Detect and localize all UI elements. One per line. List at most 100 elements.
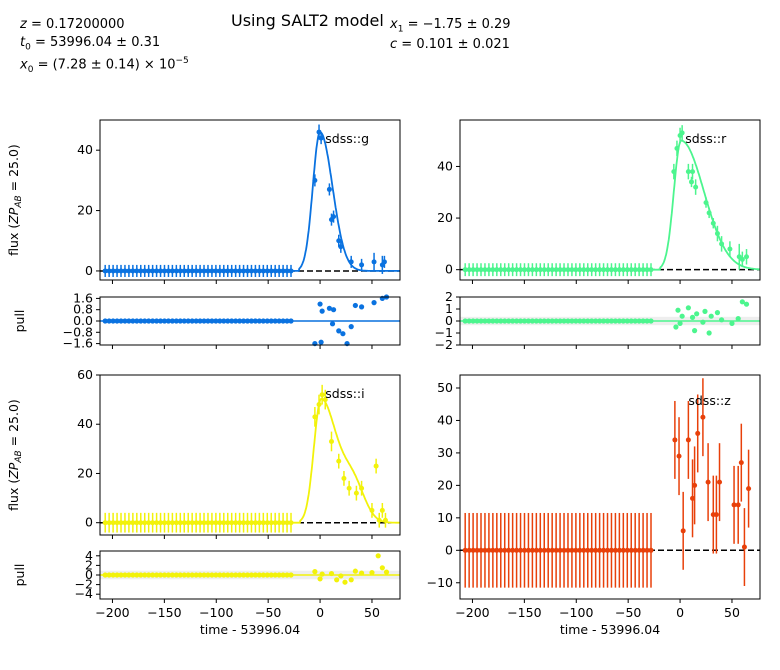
data-point bbox=[674, 145, 680, 151]
data-point bbox=[316, 402, 322, 408]
data-point bbox=[102, 268, 108, 274]
pull-panel bbox=[96, 294, 401, 349]
pull-point bbox=[134, 318, 140, 324]
data-point bbox=[671, 169, 677, 175]
data-point bbox=[138, 520, 144, 526]
data-point bbox=[359, 262, 365, 268]
model-curve bbox=[288, 131, 400, 272]
data-point bbox=[326, 186, 332, 192]
pull-point bbox=[379, 565, 385, 571]
data-point bbox=[106, 268, 112, 274]
pull-point bbox=[319, 308, 325, 314]
pull-point bbox=[714, 310, 721, 316]
y-tick-label: −10 bbox=[427, 575, 453, 590]
data-point bbox=[150, 268, 156, 274]
pull-point bbox=[248, 572, 255, 578]
data-point bbox=[744, 254, 750, 260]
data-point bbox=[585, 547, 591, 553]
y-axis-label-part: flux ( bbox=[6, 224, 21, 256]
data-point bbox=[545, 547, 551, 553]
pull-point bbox=[272, 318, 278, 324]
x-tick-label: −100 bbox=[559, 605, 593, 620]
pull-point bbox=[288, 572, 294, 578]
data-point bbox=[518, 547, 524, 553]
pull-point bbox=[675, 307, 681, 313]
data-point bbox=[134, 268, 140, 274]
pull-point bbox=[330, 307, 337, 313]
y-tick-label: 40 bbox=[77, 142, 93, 157]
data-point bbox=[470, 267, 476, 273]
pull-point bbox=[146, 572, 152, 578]
data-point bbox=[714, 231, 720, 237]
pull-point bbox=[169, 318, 175, 324]
data-point bbox=[376, 517, 382, 523]
data-point bbox=[205, 268, 211, 274]
data-point bbox=[114, 520, 120, 526]
data-point bbox=[181, 268, 187, 274]
data-point bbox=[318, 135, 324, 141]
data-point bbox=[676, 453, 682, 459]
data-point bbox=[229, 520, 235, 526]
data-point bbox=[620, 267, 626, 273]
data-point bbox=[193, 268, 199, 274]
pull-point bbox=[470, 318, 476, 324]
data-point bbox=[122, 268, 128, 274]
pull-point bbox=[177, 318, 183, 324]
x-tick-label: −150 bbox=[147, 605, 181, 620]
data-point bbox=[685, 169, 691, 175]
pull-point bbox=[513, 318, 520, 324]
pull-point bbox=[185, 318, 191, 324]
data-point bbox=[118, 520, 124, 526]
data-point bbox=[589, 547, 595, 553]
data-point bbox=[181, 520, 187, 526]
pull-point bbox=[217, 318, 223, 324]
pull-point bbox=[616, 318, 622, 324]
pull-point bbox=[213, 572, 219, 578]
data-point bbox=[185, 520, 191, 526]
data-point bbox=[353, 490, 359, 496]
axes-frame bbox=[99, 119, 401, 281]
pull-point bbox=[157, 572, 164, 578]
pull-point bbox=[706, 330, 712, 336]
data-point bbox=[565, 547, 571, 553]
pull-point bbox=[118, 572, 124, 578]
x-tick-label: 0 bbox=[676, 605, 684, 620]
pull-point bbox=[521, 318, 528, 324]
x-tick-label: −200 bbox=[455, 605, 489, 620]
data-point bbox=[624, 547, 630, 553]
data-point bbox=[328, 438, 334, 444]
pull-point bbox=[644, 318, 650, 324]
pull-point bbox=[138, 572, 144, 578]
pull-point bbox=[197, 572, 203, 578]
pull-point bbox=[581, 318, 587, 324]
data-point bbox=[640, 267, 646, 273]
data-point bbox=[502, 547, 508, 553]
pull-point bbox=[692, 328, 698, 334]
data-point bbox=[589, 267, 595, 273]
data-point bbox=[679, 130, 685, 136]
data-point bbox=[486, 547, 492, 553]
pull-point bbox=[640, 318, 646, 324]
data-point bbox=[478, 267, 484, 273]
x-tick-label: −50 bbox=[255, 605, 281, 620]
data-point bbox=[498, 547, 504, 553]
y-axis-label: flux (ZPAB = 25.0) bbox=[6, 144, 24, 256]
data-point bbox=[494, 547, 500, 553]
data-point bbox=[316, 129, 322, 135]
data-point bbox=[569, 267, 575, 273]
pull-point bbox=[494, 318, 500, 324]
pull-point bbox=[264, 572, 270, 578]
param-x1: x1 = −1.75 ± 0.29 bbox=[390, 17, 511, 35]
pull-point bbox=[569, 318, 575, 324]
pull-point bbox=[529, 318, 535, 324]
pull-point bbox=[525, 318, 532, 324]
data-point bbox=[312, 177, 318, 183]
data-point bbox=[680, 528, 686, 534]
data-point bbox=[165, 268, 171, 274]
pull-point bbox=[114, 572, 120, 578]
y-tick-label: 40 bbox=[77, 416, 93, 431]
data-point bbox=[529, 267, 535, 273]
pull-point bbox=[612, 318, 619, 324]
data-point bbox=[241, 268, 247, 274]
pull-point bbox=[181, 572, 187, 578]
